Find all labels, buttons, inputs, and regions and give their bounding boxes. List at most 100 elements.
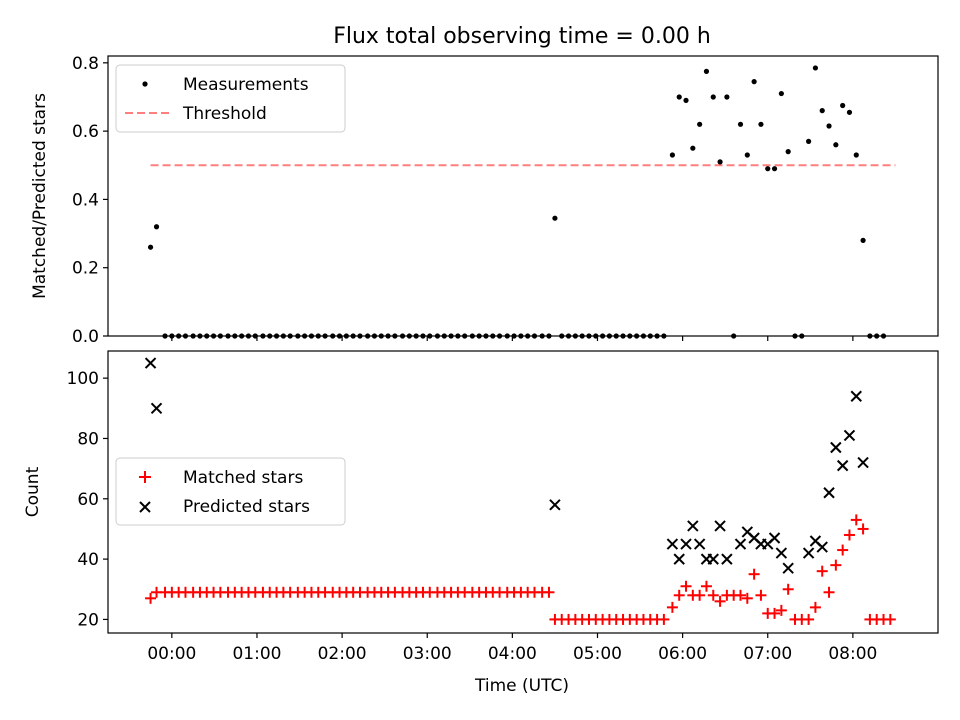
top-plot-frame [107, 55, 939, 337]
top-legend: Measurements Threshold [115, 64, 346, 133]
predicted-star-point [707, 553, 719, 565]
measurement-point [840, 102, 846, 109]
matched-star-point [803, 613, 815, 625]
predicted-star-point [836, 459, 849, 472]
top-y-tick-label: 0.8 [72, 54, 99, 74]
predicted-star-point [830, 441, 842, 454]
predicted-star-point [782, 562, 794, 574]
predicted-star-point [768, 532, 781, 544]
measurement-point [771, 166, 778, 172]
matched-star-point [748, 568, 760, 580]
top-y-axis-ticks: 0.0 0.2 0.4 0.6 0.8 [72, 54, 108, 347]
matched-star-point [741, 592, 753, 604]
bottom-x-tick-label: 01:00 [232, 644, 281, 664]
measurement-point [690, 145, 696, 151]
top-chart-title: Flux total observing time = 0.00 h [333, 24, 711, 49]
bottom-x-tick-label: 03:00 [403, 644, 452, 664]
measurement-point [765, 166, 771, 172]
matched-star-point [884, 613, 896, 625]
measurement-point [758, 121, 764, 127]
predicted-star-point [714, 520, 726, 532]
measurement-point [717, 159, 723, 165]
top-points-layer [147, 65, 887, 339]
predicted-star-point [816, 541, 828, 553]
matched-star-point [782, 583, 794, 595]
measurement-point [703, 68, 710, 74]
matched-star-point [816, 565, 828, 577]
bottom-x-tick-label: 04:00 [488, 644, 537, 664]
matched-star-point [694, 589, 706, 601]
bottom-y-axis-ticks: 20 40 60 80 100 [67, 369, 108, 630]
bottom-legend-box [115, 457, 346, 526]
legend-threshold-label: Threshold [182, 104, 267, 124]
bottom-x-tick-label: 06:00 [658, 644, 707, 664]
measurement-point [669, 152, 676, 158]
predicted-star-point [144, 357, 157, 369]
matched-star-point [857, 523, 869, 535]
bottom-x-tick-label: 07:00 [743, 644, 792, 664]
matched-star-point [850, 514, 862, 526]
bottom-x-axis-label: Time (UTC) [474, 676, 569, 696]
bottom-points-layer [144, 357, 896, 625]
matched-star-point [658, 613, 670, 625]
measurement-point [153, 224, 160, 230]
matched-star-point [837, 544, 849, 556]
measurement-point [785, 149, 791, 155]
predicted-star-point [666, 538, 679, 550]
measurement-point [697, 121, 703, 127]
top-y-tick-label: 0.6 [72, 122, 99, 142]
predicted-star-point [673, 553, 685, 565]
matched-star-point [775, 604, 787, 616]
matched-star-point [543, 586, 555, 598]
bottom-y-tick-label: 60 [77, 490, 99, 510]
measurement-point [147, 244, 154, 250]
matched-star-point [707, 589, 719, 601]
predicted-star-point [857, 456, 869, 469]
matched-star-point [830, 559, 842, 571]
top-y-axis-label: Matched/Predicted stars [30, 93, 50, 299]
matched-star-point [843, 529, 855, 541]
matched-star-point [673, 589, 685, 601]
top-legend-box [115, 64, 346, 133]
measurement-point [676, 94, 682, 100]
matched-star-point [809, 601, 821, 613]
bottom-y-tick-label: 40 [77, 550, 99, 570]
measurement-point [819, 108, 825, 114]
measurement-point [737, 121, 744, 127]
measurement-point [806, 138, 812, 144]
top-y-tick-label: 0.2 [72, 259, 99, 279]
top-x-axis-ticks [171, 336, 854, 341]
matched-star-point [680, 580, 692, 592]
predicted-star-point [823, 487, 835, 499]
measurement-point [812, 65, 819, 71]
measurement-point [710, 94, 716, 100]
matched-star-point [755, 589, 767, 601]
predicted-star-point [687, 520, 699, 532]
matched-star-point [735, 589, 747, 601]
measurement-point [833, 142, 839, 148]
matched-star-point [823, 586, 835, 598]
predicted-star-point [549, 499, 561, 511]
predicted-star-point [734, 538, 747, 550]
measurement-point [826, 123, 832, 129]
legend-measurements-marker [142, 81, 148, 87]
predicted-star-point [843, 429, 856, 442]
matched-star-point [666, 601, 678, 613]
predicted-star-point [150, 402, 163, 415]
bottom-plot: 20 40 60 80 100 00:00 01:00 02:00 03:00 04:00 05:… [23, 350, 939, 696]
measurement-point [778, 90, 784, 97]
top-y-tick-label: 0.0 [72, 327, 99, 347]
bottom-plot-frame [107, 350, 939, 634]
measurement-point [683, 97, 689, 103]
matched-star-point [700, 580, 712, 592]
bottom-y-tick-label: 100 [67, 369, 99, 389]
matched-star-point [769, 607, 781, 619]
bottom-x-axis-ticks: 00:00 01:00 02:00 03:00 04:00 05:00 06:00 07:00… [147, 633, 877, 664]
bottom-legend: Matched stars Predicted stars [115, 457, 346, 526]
measurement-point [846, 109, 853, 115]
predicted-star-point [721, 553, 733, 565]
predicted-star-point [693, 538, 706, 550]
top-y-tick-label: 0.4 [72, 190, 99, 210]
bottom-y-tick-label: 20 [77, 610, 99, 630]
legend-matched-label: Matched stars [183, 468, 303, 488]
